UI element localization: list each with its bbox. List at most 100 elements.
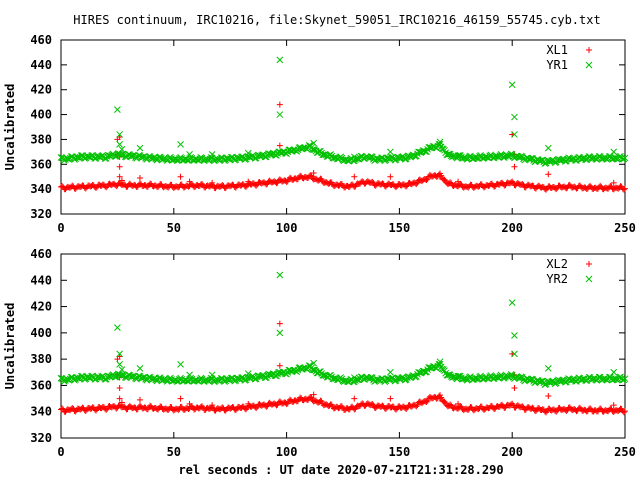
data-point xyxy=(307,393,314,400)
data-point xyxy=(232,184,239,191)
data-point xyxy=(621,375,629,383)
axis-ticks-top: 320 340 360 380 400 420 440 460 0 50 100 150 200 250 xyxy=(30,33,636,235)
data-point xyxy=(92,407,99,414)
data-point-outlier xyxy=(511,332,518,339)
data-point xyxy=(369,400,376,407)
y-tick-label: 420 xyxy=(30,83,52,97)
series-xl2 xyxy=(58,320,628,416)
y-tick-label: 360 xyxy=(30,378,52,392)
data-point-outlier xyxy=(387,148,394,156)
data-point-outlier xyxy=(245,400,252,407)
data-point-outlier xyxy=(437,173,444,180)
data-point-outlier xyxy=(610,402,617,409)
axis-ticks-bottom: 320 340 360 380 400 420 440 460 0 50 100 150 200 250 xyxy=(30,247,636,459)
data-point-outlier xyxy=(116,173,123,180)
data-point-outlier xyxy=(454,152,462,159)
data-point-outlier xyxy=(276,320,283,327)
data-point-outlier xyxy=(436,358,444,366)
data-point-outlier xyxy=(276,271,284,279)
data-point-outlier xyxy=(276,362,283,369)
legend-top: XL1 YR1 xyxy=(546,43,593,72)
data-point-outlier xyxy=(118,177,125,184)
legend-bottom: XL2 YR2 xyxy=(546,257,593,286)
x-tick-label: 250 xyxy=(614,445,636,459)
data-point xyxy=(519,180,526,187)
data-point-outlier xyxy=(118,146,126,153)
data-point-outlier xyxy=(351,173,358,180)
data-point-outlier xyxy=(186,150,193,158)
data-point-outlier xyxy=(118,399,125,406)
data-point xyxy=(620,186,627,193)
y-tick-label: 400 xyxy=(30,326,52,340)
y-axis-label-bottom: Uncalibrated xyxy=(3,303,17,390)
data-point xyxy=(309,146,316,153)
data-point-outlier xyxy=(511,113,518,121)
y-tick-label: 440 xyxy=(30,273,52,287)
data-point-outlier xyxy=(511,131,518,138)
data-point-outlier xyxy=(244,149,252,157)
data-point-outlier xyxy=(116,141,124,148)
x-tick-label: 250 xyxy=(614,221,636,235)
data-point-outlier xyxy=(136,144,144,152)
data-point-outlier xyxy=(116,163,123,170)
data-point xyxy=(309,366,316,374)
y-tick-label: 380 xyxy=(30,132,52,146)
data-point xyxy=(103,406,110,413)
data-point xyxy=(402,376,410,384)
data-point-outlier xyxy=(118,366,126,374)
data-point-outlier xyxy=(114,324,121,331)
x-tick-label: 0 xyxy=(57,221,64,235)
y-tick-label: 320 xyxy=(30,207,52,221)
x-tick-label: 50 xyxy=(167,221,181,235)
data-point xyxy=(402,155,410,163)
data-point xyxy=(263,181,270,188)
series-xl1 xyxy=(58,101,628,193)
data-point-outlier xyxy=(208,150,216,158)
data-point-outlier xyxy=(186,400,193,407)
data-point xyxy=(92,184,99,191)
data-point xyxy=(438,394,445,401)
data-point-outlier xyxy=(136,364,144,372)
y-tick-label: 360 xyxy=(30,157,52,171)
data-point xyxy=(155,184,162,191)
data-point-outlier xyxy=(209,179,216,186)
y-tick-label: 320 xyxy=(30,431,52,445)
y-tick-label: 460 xyxy=(30,247,52,261)
data-point xyxy=(82,408,89,415)
y-tick-label: 440 xyxy=(30,58,52,72)
data-point-outlier xyxy=(177,141,184,148)
data-point xyxy=(563,407,570,414)
data-point xyxy=(317,397,324,404)
data-point-outlier xyxy=(387,368,394,376)
data-point-outlier xyxy=(136,396,143,403)
data-point-outlier xyxy=(116,350,124,358)
data-point-outlier xyxy=(276,111,284,118)
legend-marker-yr2 xyxy=(585,275,593,283)
data-point-outlier xyxy=(511,163,518,170)
data-point-outlier xyxy=(387,395,394,402)
data-point-outlier xyxy=(136,174,143,181)
data-point xyxy=(242,406,249,413)
data-point xyxy=(553,408,560,415)
legend-marker-xl1 xyxy=(586,47,592,53)
data-point-outlier xyxy=(350,374,358,381)
y-tick-label: 420 xyxy=(30,300,52,314)
data-point-outlier xyxy=(116,385,123,392)
x-axis-label: rel seconds : UT date 2020-07-21T21:31:2… xyxy=(178,463,503,477)
data-point-outlier xyxy=(244,370,252,377)
data-point-outlier xyxy=(387,173,394,180)
x-tick-label: 150 xyxy=(389,445,411,459)
data-point xyxy=(413,181,420,188)
data-point-outlier xyxy=(544,364,552,372)
x-tick-label: 100 xyxy=(276,221,298,235)
data-point-outlier xyxy=(455,400,462,407)
data-point xyxy=(438,172,445,179)
data-point xyxy=(553,186,560,193)
data-point-outlier xyxy=(310,139,318,147)
data-point-outlier xyxy=(116,395,123,402)
data-point-outlier xyxy=(437,395,444,402)
legend-label-xl2: XL2 xyxy=(546,257,568,271)
data-point-outlier xyxy=(350,153,358,161)
